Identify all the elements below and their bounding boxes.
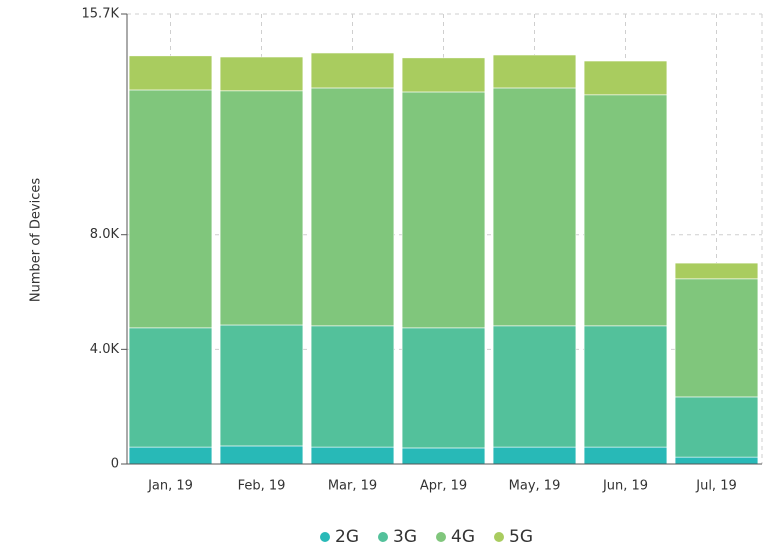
bar-segment (401, 57, 486, 93)
bar-segment (674, 262, 759, 280)
bar-segment (583, 325, 668, 448)
legend-marker (494, 532, 504, 542)
y-tick-label: 4.0K (90, 342, 120, 357)
bar-segment (674, 278, 759, 398)
bar-segment (128, 446, 213, 465)
bar-segment (128, 55, 213, 91)
legend-label: 4G (451, 527, 475, 547)
bar-segment (310, 52, 395, 89)
bar-segment (310, 87, 395, 327)
y-tick-label: 8.0K (90, 227, 120, 242)
bar-segment (583, 94, 668, 327)
y-tick-label: 0 (111, 457, 119, 472)
bar-segment (219, 324, 304, 447)
bar-segment (219, 56, 304, 92)
legend-marker (320, 532, 330, 542)
x-tick-label: May, 19 (509, 479, 561, 494)
bar-segment (401, 447, 486, 465)
x-tick-label: Mar, 19 (328, 479, 377, 494)
bar-segment (674, 456, 759, 465)
bar-segment (674, 396, 759, 458)
bar-segment (492, 446, 577, 465)
x-tick-label: Feb, 19 (238, 479, 286, 494)
x-tick-label: Jun, 19 (602, 479, 648, 494)
bar-segment (401, 91, 486, 329)
bar-segment (310, 325, 395, 448)
bar-segment (492, 87, 577, 327)
bar-segment (492, 54, 577, 89)
bar-segment (219, 90, 304, 326)
bar-segment (583, 60, 668, 96)
bar-segment (492, 325, 577, 448)
x-tick-label: Jul, 19 (695, 479, 737, 494)
legend-label: 5G (509, 527, 533, 547)
bar-segment (583, 446, 668, 465)
bar-segment (128, 89, 213, 329)
legend-marker (378, 532, 388, 542)
bar-segment (401, 327, 486, 449)
x-tick-label: Jan, 19 (147, 479, 193, 494)
x-tick-label: Apr, 19 (420, 479, 467, 494)
bar-segment (219, 445, 304, 465)
bar-segment (128, 327, 213, 448)
legend-marker (436, 532, 446, 542)
y-axis-title: Number of Devices (29, 178, 44, 302)
bar-segment (310, 446, 395, 465)
y-tick-label: 15.7K (82, 7, 120, 22)
legend-label: 2G (335, 527, 359, 547)
legend-label: 3G (393, 527, 417, 547)
